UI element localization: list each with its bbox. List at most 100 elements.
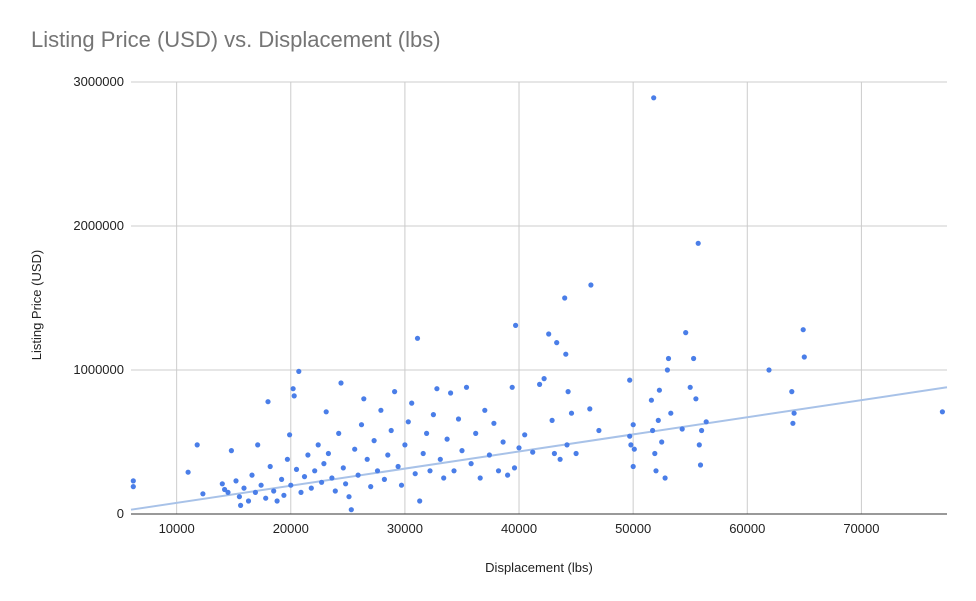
data-point: [293, 466, 300, 472]
data-point: [298, 489, 304, 495]
data-point: [668, 410, 674, 416]
data-point: [427, 468, 433, 474]
data-point: [274, 498, 280, 504]
data-point: [549, 417, 555, 423]
data-point: [562, 295, 568, 301]
data-point: [693, 396, 699, 402]
data-point: [287, 432, 293, 438]
data-point: [265, 399, 271, 405]
data-point: [325, 450, 331, 457]
data-point: [355, 472, 361, 478]
data-point: [495, 468, 502, 474]
data-point: [321, 461, 327, 467]
data-point: [522, 432, 528, 438]
data-point: [290, 386, 296, 392]
x-tick-label: 70000: [843, 521, 879, 536]
data-point: [200, 491, 206, 497]
data-point: [695, 240, 701, 246]
data-point: [627, 377, 633, 383]
data-point: [336, 430, 342, 436]
data-point: [551, 450, 558, 457]
data-point: [473, 430, 479, 436]
data-point: [308, 485, 314, 491]
data-point: [444, 436, 450, 442]
data-point: [653, 468, 659, 474]
data-point: [130, 484, 136, 490]
data-point: [329, 475, 335, 481]
data-point: [319, 479, 325, 485]
data-point: [252, 489, 258, 495]
data-point: [546, 331, 552, 337]
chart-title: Listing Price (USD) vs. Displacement (lb…: [31, 27, 441, 52]
data-point: [665, 355, 672, 362]
data-point: [516, 445, 522, 451]
x-tick-label: 50000: [615, 521, 651, 536]
data-point: [596, 427, 602, 434]
data-point: [587, 406, 593, 412]
data-point: [455, 416, 462, 422]
data-point: [791, 410, 797, 416]
data-point: [414, 335, 421, 341]
data-point: [368, 484, 374, 490]
data-point: [482, 407, 488, 413]
data-point: [939, 409, 946, 415]
data-point: [130, 478, 136, 484]
y-tick-label: 2000000: [73, 218, 124, 233]
data-point: [343, 481, 349, 487]
data-point: [441, 475, 447, 481]
data-point: [245, 498, 252, 504]
data-point: [662, 475, 668, 481]
data-point: [281, 492, 287, 498]
data-point: [664, 367, 671, 373]
data-point: [378, 407, 384, 413]
data-point: [451, 468, 457, 474]
data-points: [130, 95, 946, 513]
data-point: [388, 427, 394, 434]
data-point: [448, 390, 454, 396]
data-point: [219, 481, 225, 487]
data-point: [398, 482, 405, 488]
data-point: [301, 474, 308, 480]
x-tick-label: 20000: [273, 521, 309, 536]
x-axis-title: Displacement (lbs): [485, 560, 593, 575]
data-point: [511, 465, 518, 471]
data-point: [696, 442, 702, 448]
data-point: [255, 442, 261, 448]
data-point: [588, 282, 594, 288]
data-point: [392, 389, 398, 395]
data-point: [402, 442, 408, 448]
data-point: [371, 438, 377, 444]
grid-lines: [131, 81, 947, 514]
data-point: [648, 397, 655, 403]
data-point: [412, 471, 418, 477]
data-point: [222, 486, 228, 493]
data-point: [381, 476, 387, 482]
data-point: [509, 384, 515, 390]
data-point: [249, 472, 255, 478]
data-point: [352, 446, 358, 452]
data-point: [332, 488, 338, 494]
x-tick-label: 40000: [501, 521, 537, 536]
data-point: [374, 468, 381, 474]
data-point: [630, 422, 636, 428]
data-point: [358, 422, 365, 428]
data-point: [323, 409, 329, 415]
data-point: [233, 478, 239, 484]
data-point: [659, 439, 665, 445]
data-point: [463, 384, 470, 390]
data-point: [631, 446, 637, 452]
data-point: [568, 410, 575, 416]
data-point: [305, 452, 311, 458]
data-point: [651, 95, 657, 101]
data-point: [628, 442, 634, 448]
data-point: [486, 452, 492, 458]
data-point: [687, 384, 693, 390]
data-point: [434, 386, 440, 392]
data-point: [364, 456, 370, 462]
data-point: [241, 485, 247, 491]
data-point: [194, 442, 200, 448]
data-point: [563, 351, 569, 357]
data-point: [385, 452, 391, 458]
data-point: [650, 427, 656, 434]
y-tick-label: 3000000: [73, 74, 124, 89]
